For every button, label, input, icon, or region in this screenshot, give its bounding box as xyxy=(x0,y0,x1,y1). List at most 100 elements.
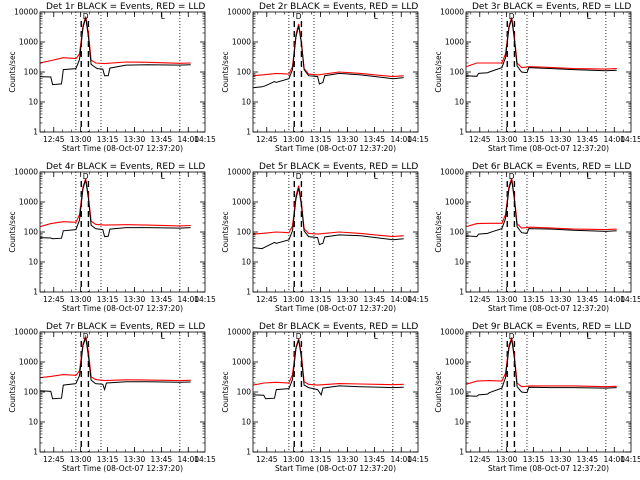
y-tick-label: 1 xyxy=(246,448,251,457)
y-tick-label: 10 xyxy=(28,258,38,267)
x-tick-label: 12:45 xyxy=(256,135,278,144)
y-tick-label: 100 xyxy=(24,68,39,77)
x-tick-label: 13:45 xyxy=(364,295,386,304)
marker-label: L xyxy=(374,332,379,341)
x-tick-label: 13:00 xyxy=(496,455,518,464)
y-tick-label: 1 xyxy=(459,128,464,137)
y-axis-title: Counts/sec xyxy=(8,371,17,412)
y-axis-title: Counts/sec xyxy=(434,51,443,92)
y-tick-label: 100 xyxy=(450,68,465,77)
x-tick-label: 14:15 xyxy=(407,295,429,304)
marker-label: L xyxy=(161,172,166,181)
x-axis-title: Start Time (08-Oct-07 12:37:20) xyxy=(62,144,183,153)
series-lld xyxy=(40,334,191,382)
series-lld xyxy=(253,23,404,78)
y-tick-label: 10000 xyxy=(227,8,251,17)
x-axis-title: Start Time (08-Oct-07 12:37:20) xyxy=(488,144,609,153)
y-tick-label: 10000 xyxy=(14,168,38,177)
y-tick-label: 1 xyxy=(33,128,38,137)
y-tick-label: 10 xyxy=(454,258,464,267)
x-tick-label: 14:00 xyxy=(603,295,625,304)
x-tick-label: 13:30 xyxy=(124,455,146,464)
x-tick-label: 13:15 xyxy=(310,295,332,304)
series-lld xyxy=(466,337,617,388)
x-tick-label: 14:00 xyxy=(177,295,199,304)
y-tick-label: 1000 xyxy=(445,358,464,367)
y-tick-label: 1000 xyxy=(19,358,38,367)
x-axis-title: Start Time (08-Oct-07 12:37:20) xyxy=(62,464,183,473)
chart-panel-det-4: Det 4r BLACK = Events, RED = LLD D L 1 10 100… xyxy=(0,160,216,320)
chart-panel-det-5: Det 5r BLACK = Events, RED = LLD D L 1 10 100… xyxy=(213,160,429,320)
x-tick-label: 13:45 xyxy=(364,455,386,464)
y-axis-title: Counts/sec xyxy=(221,371,230,412)
y-tick-label: 10000 xyxy=(227,328,251,337)
chart-title: Det 6r BLACK = Events, RED = LLD xyxy=(472,162,631,172)
y-tick-label: 100 xyxy=(24,228,39,237)
marker-label: L xyxy=(587,172,592,181)
x-tick-label: 13:00 xyxy=(283,135,305,144)
x-tick-label: 13:15 xyxy=(310,455,332,464)
x-axis-title: Start Time (08-Oct-07 12:37:20) xyxy=(275,464,396,473)
marker-label: D xyxy=(83,332,89,341)
chart-panel-det-6: Det 6r BLACK = Events, RED = LLD D L 1 10 100… xyxy=(426,160,640,320)
y-axis-title: Counts/sec xyxy=(221,211,230,252)
x-tick-label: 12:45 xyxy=(43,135,65,144)
x-tick-label: 13:00 xyxy=(496,135,518,144)
series-events xyxy=(466,338,617,397)
x-tick-label: 14:15 xyxy=(194,295,216,304)
chart-title: Det 5r BLACK = Events, RED = LLD xyxy=(259,162,418,172)
y-tick-label: 1 xyxy=(33,448,38,457)
y-axis-title: Counts/sec xyxy=(8,51,17,92)
marker-label: D xyxy=(296,172,302,181)
y-tick-label: 1000 xyxy=(232,358,251,367)
y-tick-label: 1000 xyxy=(445,198,464,207)
y-tick-label: 10 xyxy=(241,258,251,267)
x-tick-label: 12:45 xyxy=(469,135,491,144)
marker-label: D xyxy=(83,12,89,21)
x-tick-label: 13:45 xyxy=(151,455,173,464)
x-tick-label: 14:00 xyxy=(390,295,412,304)
series-events xyxy=(40,337,191,400)
x-tick-label: 13:00 xyxy=(283,295,305,304)
marker-label: L xyxy=(587,12,592,21)
y-tick-label: 1 xyxy=(459,288,464,297)
x-tick-label: 13:30 xyxy=(337,295,359,304)
series-lld xyxy=(466,17,617,70)
x-tick-label: 12:45 xyxy=(43,295,65,304)
series-events xyxy=(40,179,191,240)
x-tick-label: 13:30 xyxy=(337,135,359,144)
chart-title: Det 7r BLACK = Events, RED = LLD xyxy=(46,322,205,332)
x-axis-title: Start Time (08-Oct-07 12:37:20) xyxy=(62,304,183,313)
x-tick-label: 13:45 xyxy=(577,135,599,144)
y-tick-label: 10 xyxy=(241,418,251,427)
series-lld xyxy=(40,16,191,65)
x-tick-label: 14:00 xyxy=(177,455,199,464)
x-tick-label: 14:00 xyxy=(390,135,412,144)
series-lld xyxy=(466,178,617,231)
y-tick-label: 1 xyxy=(246,128,251,137)
x-tick-label: 14:15 xyxy=(194,455,216,464)
y-tick-label: 1000 xyxy=(19,198,38,207)
chart-panel-det-3: Det 3r BLACK = Events, RED = LLD D L 1 10 100… xyxy=(426,0,640,160)
x-tick-label: 14:00 xyxy=(603,455,625,464)
chart-title: Det 8r BLACK = Events, RED = LLD xyxy=(259,322,418,332)
x-tick-label: 13:30 xyxy=(337,455,359,464)
y-tick-label: 10000 xyxy=(440,168,464,177)
x-tick-label: 13:00 xyxy=(70,455,92,464)
x-tick-label: 12:45 xyxy=(469,455,491,464)
y-tick-label: 100 xyxy=(237,388,252,397)
series-events xyxy=(253,339,404,400)
y-tick-label: 10000 xyxy=(14,328,38,337)
x-tick-label: 13:45 xyxy=(577,455,599,464)
y-tick-label: 10 xyxy=(28,418,38,427)
series-lld xyxy=(253,185,404,238)
chart-panel-det-2: Det 2r BLACK = Events, RED = LLD D L 1 10 100… xyxy=(213,0,429,160)
x-tick-label: 12:45 xyxy=(43,455,65,464)
marker-label: D xyxy=(509,332,515,341)
x-tick-label: 13:45 xyxy=(151,295,173,304)
